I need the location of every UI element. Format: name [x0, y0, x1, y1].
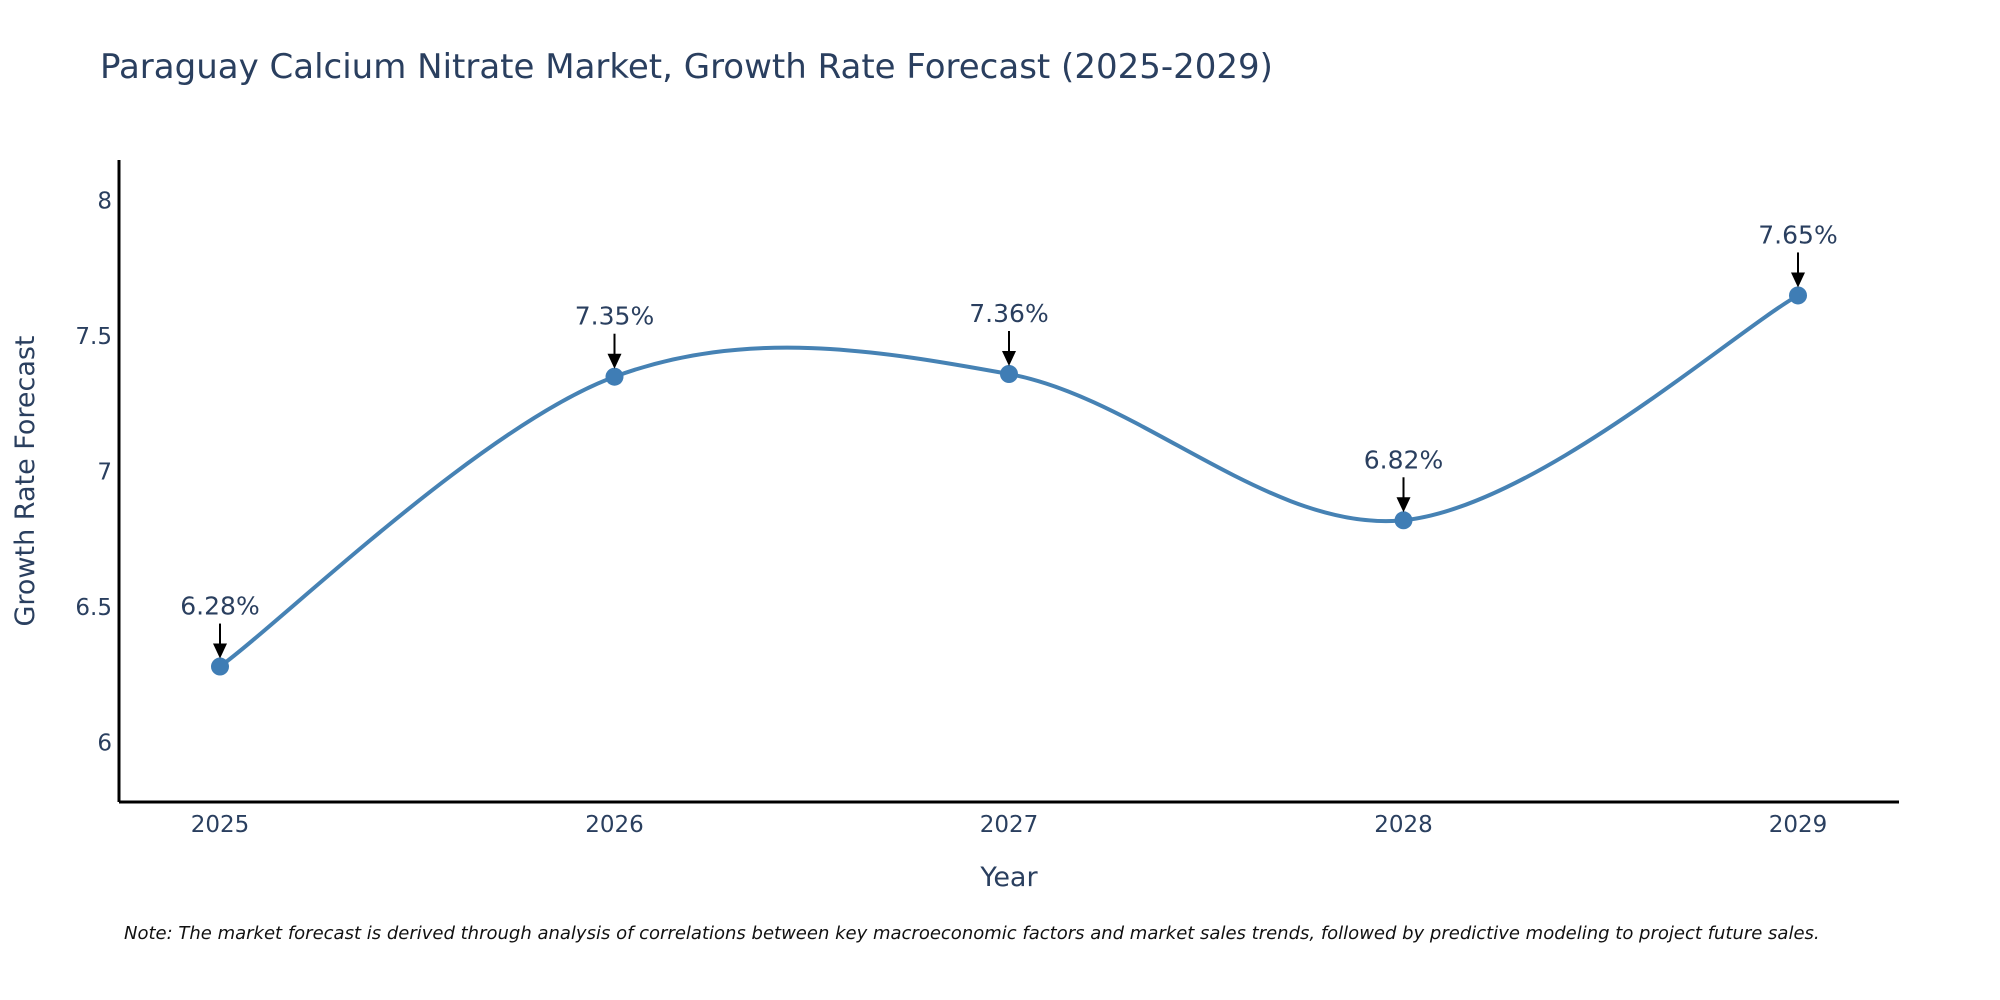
y-tick-label: 6.5 — [75, 595, 112, 621]
data-point-2029 — [1789, 286, 1807, 305]
x-tick-label: 2029 — [1769, 812, 1828, 838]
chart-title: Paraguay Calcium Nitrate Market, Growth … — [100, 47, 1273, 87]
annotation-arrow-head — [213, 643, 227, 659]
annotation-arrow-head — [1791, 272, 1805, 288]
x-tick-label: 2025 — [191, 812, 250, 838]
data-label-2028: 6.82% — [1364, 445, 1443, 474]
data-points — [211, 286, 1807, 676]
annotation-arrow-head — [1002, 351, 1016, 366]
y-tick-label: 6 — [97, 730, 112, 756]
data-point-2025 — [211, 657, 229, 676]
data-label-2027: 7.36% — [969, 299, 1048, 328]
y-tick-label: 8 — [97, 189, 112, 215]
x-tick-labels: 2025 2026 2027 2028 2029 — [191, 812, 1828, 838]
data-point-2027 — [1000, 365, 1018, 383]
annotation-arrow-head — [1396, 497, 1411, 513]
y-tick-label: 7 — [97, 460, 112, 486]
data-labels: 6.28% 7.35% 7.36% 6.82% 7.65% — [180, 220, 1838, 659]
y-axis-title: Growth Rate Forecast — [10, 335, 41, 626]
x-tick-label: 2026 — [585, 812, 644, 838]
footnote: Note: The market forecast is derived thr… — [124, 923, 1820, 944]
y-tick-labels: 6 6.5 7 7.5 8 — [75, 189, 112, 757]
data-point-2028 — [1394, 511, 1413, 530]
data-point-2026 — [605, 367, 624, 386]
x-tick-label: 2028 — [1374, 812, 1433, 838]
data-label-2029: 7.65% — [1758, 220, 1837, 249]
data-label-2025: 6.28% — [180, 592, 259, 621]
axes — [117, 160, 1899, 804]
y-tick-label: 7.5 — [75, 324, 112, 350]
data-label-2026: 7.35% — [575, 302, 654, 331]
annotation-arrow-head — [607, 353, 622, 369]
x-axis-title: Year — [979, 862, 1038, 893]
x-tick-label: 2027 — [980, 812, 1039, 838]
